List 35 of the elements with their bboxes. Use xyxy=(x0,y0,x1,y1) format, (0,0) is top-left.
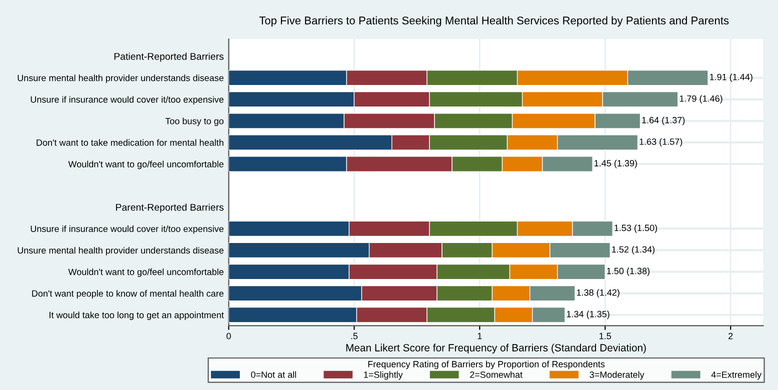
total-label: 1.34 (1.35) xyxy=(566,310,610,320)
x-tick-label: 1 xyxy=(478,332,482,340)
y-tick-label: Wouldn't want to go/feel uncomfortable xyxy=(68,160,224,170)
total-label: 1.53 (1.50) xyxy=(614,224,658,233)
y-tick-label: Unsure mental health provider understands disease xyxy=(18,74,224,83)
y-tick-label: Don't want people to know of mental health care xyxy=(32,290,224,298)
total-label: 1.52 (1.34) xyxy=(612,246,655,254)
legend-title: Frequency Rating of Barriers by Proportion of Respondents xyxy=(368,360,605,370)
total-label: 1.45 (1.39) xyxy=(594,160,637,168)
total-label: 1.64 (1.37) xyxy=(642,116,685,126)
total-label: 1.50 (1.38) xyxy=(607,268,650,276)
legend-label: 3=Moderately xyxy=(590,371,644,380)
total-label: 1.38 (1.42) xyxy=(576,289,620,298)
total-label: 1.79 (1.46) xyxy=(680,95,722,104)
legend-label: 1=Slightly xyxy=(364,371,403,380)
x-tick-label: .5 xyxy=(351,332,358,340)
legend-label: 2=Somewhat xyxy=(470,371,522,378)
y-tick-label: It would take too long to get an appointment xyxy=(50,312,224,320)
y-tick-label: Unsure mental health provider understands disease xyxy=(18,246,224,256)
x-tick-label: 1.5 xyxy=(600,332,612,340)
legend-label: 4=Extremely xyxy=(711,371,762,380)
y-tick-label: Wouldn't want to go/feel uncomfortable xyxy=(68,268,224,277)
y-tick-label: Parent-Reported Barriers xyxy=(116,204,224,213)
y-tick-label: Too busy to go xyxy=(165,118,224,126)
y-tick-label: Patient-Reported Barriers xyxy=(114,52,224,62)
y-tick-label: Unsure if insurance would cover it/too expensive xyxy=(30,96,224,104)
x-axis-title: Mean Likert Score for Frequency of Barriers (Standard Deviation) xyxy=(346,344,646,354)
y-tick-label: Don't want to take medication for mental health xyxy=(36,139,224,146)
x-tick-label: 0 xyxy=(226,332,231,340)
x-tick-label: 2 xyxy=(728,332,733,340)
chart-title: Top Five Barriers to Patients Seeking Mental Health Services Reported by Patients and Parents xyxy=(259,16,729,27)
y-tick-label: Unsure if insurance would cover it/too expensive xyxy=(30,225,224,234)
total-label: 1.63 (1.57) xyxy=(640,138,682,147)
legend-label: 0=Not at all xyxy=(251,371,296,378)
total-label: 1.91 (1.44) xyxy=(710,74,752,82)
